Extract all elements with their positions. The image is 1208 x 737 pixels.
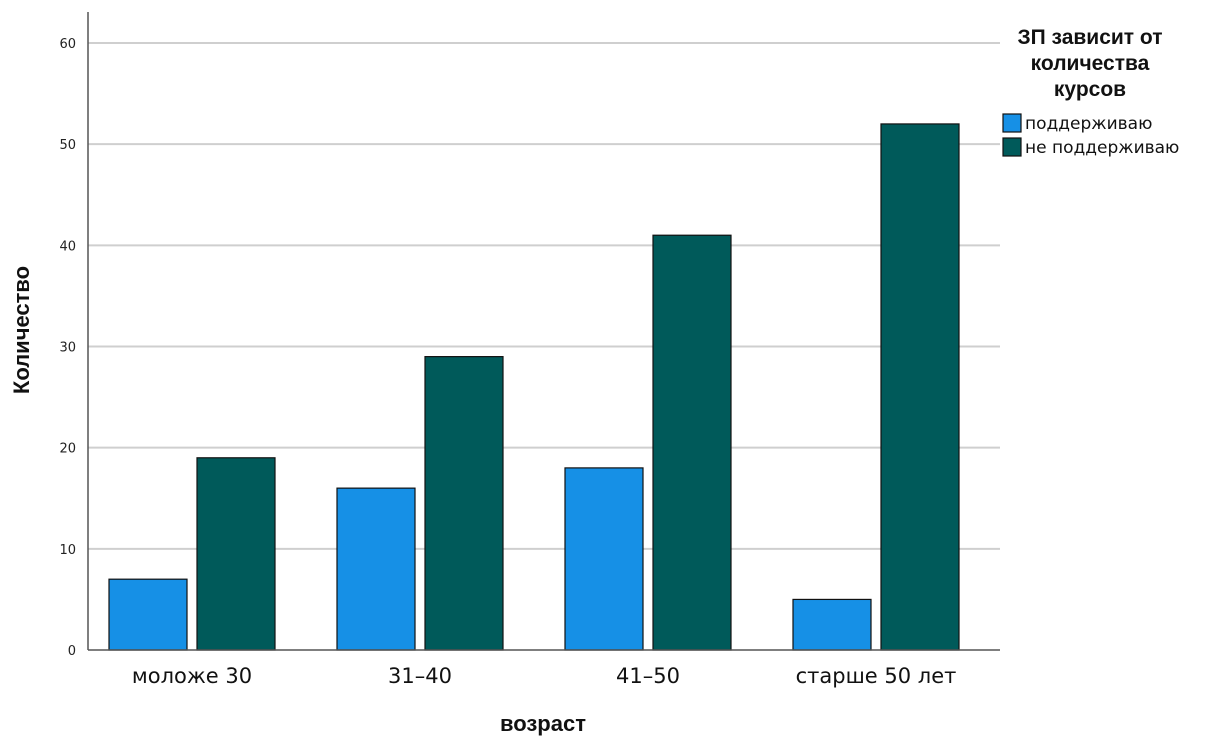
- y-axis-title: Количество: [9, 266, 34, 394]
- bar-no-support: [196, 457, 276, 651]
- y-tick-label: 10: [59, 543, 76, 558]
- bar-support: [336, 487, 416, 651]
- legend: ЗП зависит от количества курсов поддержи…: [1002, 26, 1179, 158]
- bar-support: [564, 467, 644, 651]
- y-tick-labels: 0 10 20 30 40 50 60: [59, 37, 76, 659]
- y-tick-label: 50: [59, 138, 76, 153]
- legend-title-line-1: ЗП зависит от: [1017, 26, 1162, 49]
- bar-no-support: [424, 356, 504, 651]
- bar-support: [108, 578, 188, 651]
- x-category-label: моложе 30: [132, 664, 252, 688]
- gridlines: [88, 42, 1000, 550]
- y-tick-label: 30: [59, 341, 76, 356]
- y-tick-label: 0: [68, 644, 76, 659]
- y-tick-label: 20: [59, 442, 76, 457]
- x-axis-title: возраст: [500, 711, 586, 736]
- legend-swatch: [1002, 113, 1022, 133]
- legend-swatch: [1002, 137, 1022, 157]
- x-category-label: 31–40: [388, 664, 452, 688]
- legend-label: поддерживаю: [1025, 114, 1152, 134]
- y-tick-label: 40: [59, 239, 76, 254]
- x-category-label: 41–50: [616, 664, 680, 688]
- bar-no-support: [880, 123, 960, 651]
- y-tick-label: 60: [59, 37, 76, 52]
- x-category-label: старше 50 лет: [796, 664, 957, 688]
- legend-title-line-2: количества: [1031, 52, 1150, 75]
- bars: [108, 123, 960, 651]
- legend-label: не поддерживаю: [1025, 138, 1179, 158]
- x-category-labels: моложе 30 31–40 41–50 старше 50 лет: [132, 664, 956, 688]
- legend-title-line-3: курсов: [1054, 78, 1126, 101]
- bar-no-support: [652, 234, 732, 651]
- axes: [87, 12, 1000, 651]
- bar-support: [792, 598, 872, 651]
